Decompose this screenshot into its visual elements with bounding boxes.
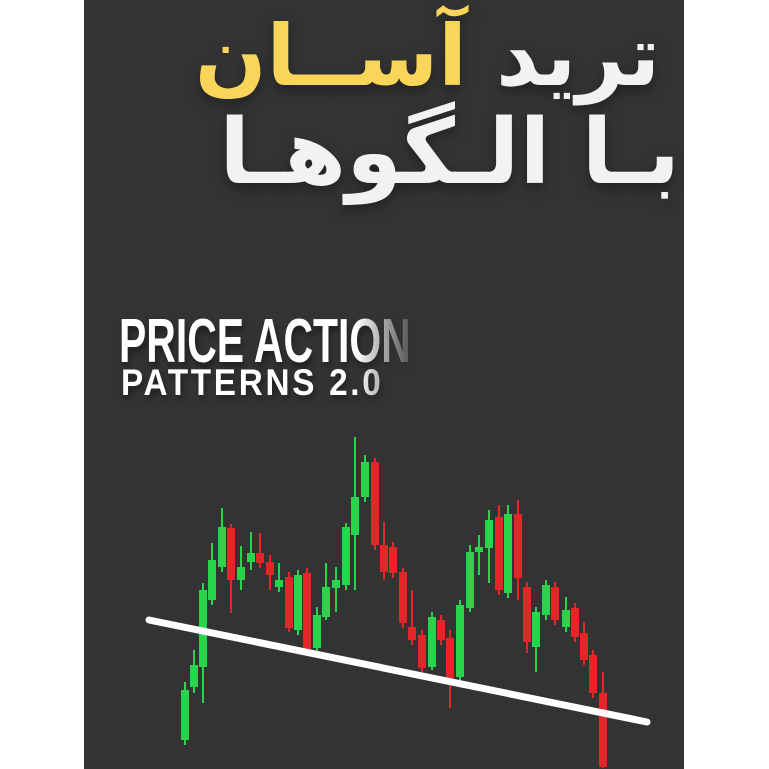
persian-title-block: ترید آســان بـا الـگوهـا [195, 10, 680, 201]
title-word-easy: آســان [194, 7, 467, 105]
title-line-1: ترید آســان [195, 10, 660, 102]
title-word-trade: ترید [496, 7, 660, 105]
subtitle-patterns-version: PATTERNS 2.0 [121, 362, 384, 403]
subtitle-fade-overlay [356, 298, 448, 404]
title-line-2: بـا الـگوهـا [219, 100, 680, 206]
